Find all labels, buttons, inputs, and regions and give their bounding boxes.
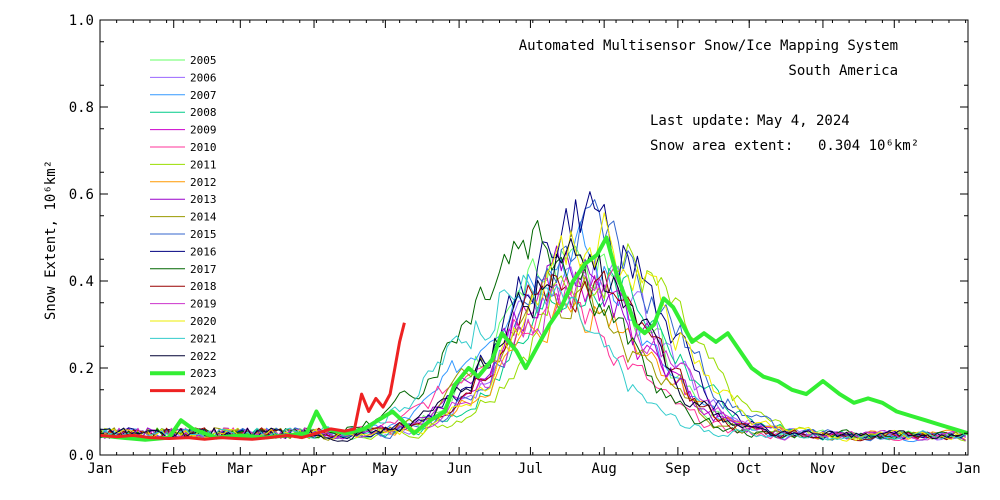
y-tick-label: 0.4 [69,274,94,290]
legend-label-2015: 2015 [190,228,217,241]
x-tick-label: Jul [518,461,543,477]
y-tick-label: 0.0 [69,448,94,464]
legend-label-2013: 2013 [190,193,217,206]
x-tick-label: Aug [592,461,617,477]
series-line-2006 [99,260,966,441]
x-tick-label: Nov [810,461,835,477]
series-line-2013 [99,245,966,442]
series-line-2023 [99,235,969,442]
series-line-2005 [99,245,966,440]
legend-label-2005: 2005 [190,54,217,67]
x-tick-label: Jun [446,461,471,477]
series-line-2017 [99,220,966,440]
extent-value: 0.304 10⁶km² [818,138,919,154]
legend-label-2017: 2017 [190,263,217,276]
legend-label-2010: 2010 [190,141,217,154]
series-line-2007 [99,221,966,443]
y-tick-label: 0.6 [69,187,94,203]
plot-frame [99,19,969,456]
legend-label-2022: 2022 [190,350,217,363]
y-tick-label: 0.2 [69,361,94,377]
x-tick-label: May [373,461,398,477]
y-tick-label: 1.0 [69,13,94,29]
x-tick-label: Mar [228,461,253,477]
series-line-2015 [99,199,966,442]
x-tick-label: Dec [882,461,907,477]
legend-label-2020: 2020 [190,315,217,328]
series-line-2020 [99,212,966,442]
x-tick-label: Apr [301,461,326,477]
series-line-2011 [99,243,966,442]
legend-label-2021: 2021 [190,332,217,345]
x-tick-label: Jan [87,461,112,477]
legend-label-2006: 2006 [190,71,217,84]
legend-label-2023: 2023 [190,367,217,380]
legend-label-2024: 2024 [190,385,217,398]
legend: 2005 2006 2007 2008 2009 2010 2011 2012 2013 2014… [150,54,217,398]
y-tick-label: 0.8 [69,100,94,116]
legend-label-2016: 2016 [190,245,217,258]
chart-title: Automated Multisensor Snow/Ice Mapping S… [519,38,898,54]
series-layer [99,191,969,443]
chart-subtitle: South America [788,63,898,79]
legend-label-2019: 2019 [190,298,217,311]
extent-label: Snow area extent: [650,138,793,154]
legend-label-2009: 2009 [190,124,217,137]
legend-label-2008: 2008 [190,106,217,119]
legend-label-2018: 2018 [190,280,217,293]
legend-label-2011: 2011 [190,158,217,171]
series-line-2024 [99,322,406,441]
last-update-label: Last update: [650,113,751,129]
x-tick-label: Oct [737,461,762,477]
x-tick-label: Sep [665,461,690,477]
legend-label-2007: 2007 [190,89,217,102]
legend-label-2012: 2012 [190,176,217,189]
y-axis-title: Snow Extent, 10⁶km² [43,160,59,320]
x-tick-label: Jan [955,461,980,477]
legend-label-2014: 2014 [190,211,217,224]
x-tick-label: Feb [161,461,186,477]
last-update-value: May 4, 2024 [757,113,850,129]
series-line-2019 [99,267,966,441]
